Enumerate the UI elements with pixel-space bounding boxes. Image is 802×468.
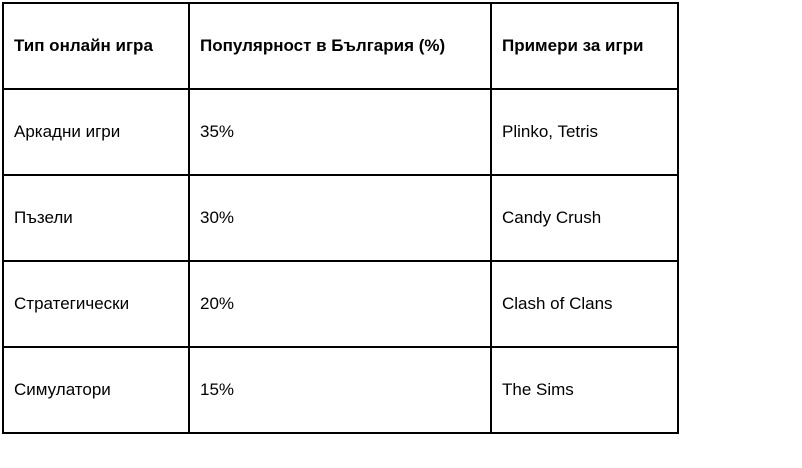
- cell-game-type: Симулатори: [2, 346, 190, 434]
- header-game-type: Тип онлайн игра: [2, 2, 190, 90]
- cell-examples: The Sims: [490, 346, 679, 434]
- table-header-row: Тип онлайн игра Популярност в България (…: [2, 2, 679, 90]
- cell-popularity: 30%: [188, 174, 492, 262]
- table-row: Симулатори 15% The Sims: [2, 346, 679, 434]
- cell-popularity: 15%: [188, 346, 492, 434]
- cell-popularity: 35%: [188, 88, 492, 176]
- game-popularity-table: Тип онлайн игра Популярност в България (…: [2, 2, 679, 434]
- table-row: Аркадни игри 35% Plinko, Tetris: [2, 88, 679, 176]
- cell-game-type: Пъзели: [2, 174, 190, 262]
- cell-examples: Clash of Clans: [490, 260, 679, 348]
- cell-game-type: Аркадни игри: [2, 88, 190, 176]
- header-examples: Примери за игри: [490, 2, 679, 90]
- table-row: Пъзели 30% Candy Crush: [2, 174, 679, 262]
- cell-popularity: 20%: [188, 260, 492, 348]
- header-popularity: Популярност в България (%): [188, 2, 492, 90]
- cell-game-type: Стратегически: [2, 260, 190, 348]
- cell-examples: Plinko, Tetris: [490, 88, 679, 176]
- table-row: Стратегически 20% Clash of Clans: [2, 260, 679, 348]
- cell-examples: Candy Crush: [490, 174, 679, 262]
